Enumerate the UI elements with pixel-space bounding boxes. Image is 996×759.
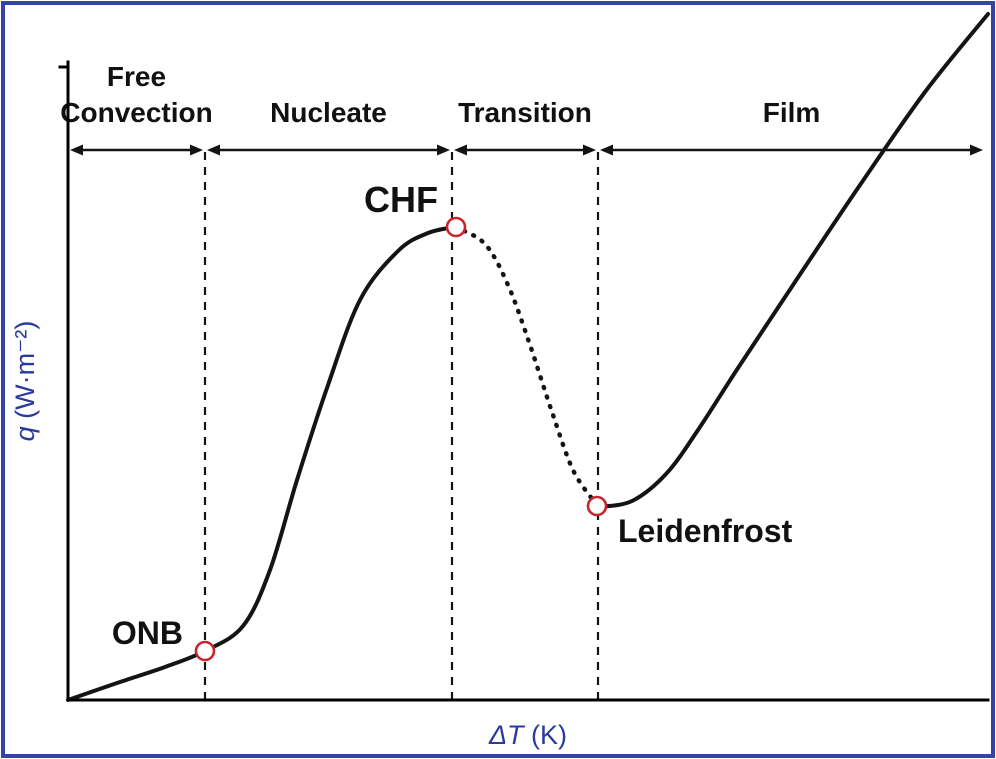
- axes: [58, 60, 990, 702]
- arrowhead-left-icon: [454, 144, 467, 156]
- curve-markers: ONB CHF Leidenfrost: [112, 179, 793, 662]
- y-axis-symbol: q: [10, 426, 40, 441]
- arrowhead-right-icon: [190, 144, 203, 156]
- x-axis-unit: (K): [524, 720, 568, 750]
- region-label: Film: [763, 97, 821, 128]
- curve-segment-free-convection-and-nucleate: [66, 225, 457, 702]
- y-axis-label: q (W·m⁻²): [10, 321, 40, 442]
- arrowhead-left-icon: [207, 144, 220, 156]
- arrowhead-left-icon: [600, 144, 613, 156]
- region-label: Transition: [458, 97, 592, 128]
- curve-segment-film: [596, 12, 990, 509]
- marker-circle-chf: [445, 216, 467, 238]
- y-axis-unit: (W·m⁻²): [10, 321, 40, 427]
- arrowhead-right-icon: [437, 144, 450, 156]
- arrowhead-right-icon: [583, 144, 596, 156]
- region-annotations: Free Convection Nucleate Transition Film: [60, 61, 983, 156]
- region-label: Convection: [60, 97, 212, 128]
- x-axis-symbol: ΔT: [488, 720, 526, 750]
- region-label: Free: [107, 61, 166, 92]
- marker-circle-leidenfrost: [586, 495, 608, 517]
- marker-circle-onb: [194, 640, 216, 662]
- boiling-curve: [66, 12, 990, 702]
- curve-segment-transition: [452, 224, 599, 507]
- marker-label-chf: CHF: [364, 179, 438, 220]
- marker-label-leidenfrost: Leidenfrost: [618, 513, 793, 549]
- region-label: Nucleate: [270, 97, 387, 128]
- marker-label-onb: ONB: [112, 615, 183, 651]
- x-axis-label: ΔT (K): [488, 720, 567, 750]
- arrowhead-right-icon: [970, 144, 983, 156]
- region-boundary-lines: [203, 152, 600, 700]
- arrowhead-left-icon: [70, 144, 83, 156]
